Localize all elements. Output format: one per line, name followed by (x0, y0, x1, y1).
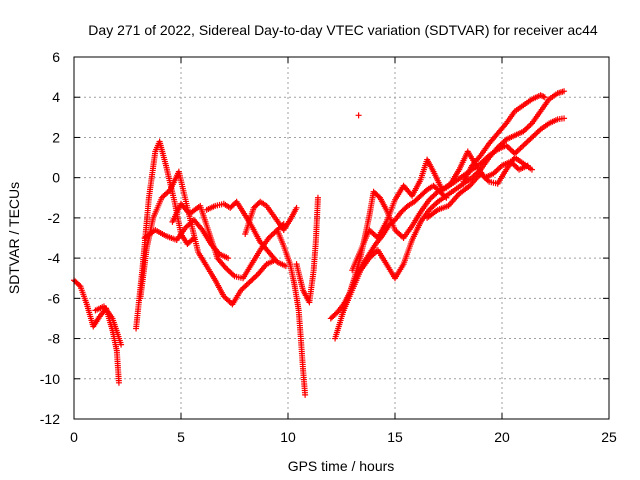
grid (74, 57, 609, 419)
x-tick-label: 5 (177, 429, 185, 445)
x-tick-label: 10 (280, 429, 296, 445)
data-point (293, 204, 300, 211)
y-tick-label: -2 (48, 210, 61, 226)
data-point (561, 88, 568, 95)
y-tick-label: -6 (48, 290, 61, 306)
y-tick-label: -4 (48, 250, 61, 266)
data-point (314, 194, 321, 201)
x-tick-label: 0 (70, 429, 78, 445)
y-tick-label: 6 (52, 49, 60, 65)
data-point (528, 166, 535, 173)
data-point (118, 341, 125, 348)
y-tick-label: -8 (48, 331, 61, 347)
data-point (561, 115, 568, 122)
data-point (115, 379, 122, 386)
x-tick-label: 20 (494, 429, 510, 445)
x-axis-label: GPS time / hours (288, 458, 395, 474)
data-point (76, 282, 83, 289)
plot-frame (73, 56, 610, 420)
y-tick-label: -12 (40, 411, 60, 427)
data-point (355, 112, 362, 119)
x-tick-label: 25 (601, 429, 617, 445)
y-tick-label: 4 (52, 89, 60, 105)
y-tick-label: 2 (52, 129, 60, 145)
data-point (540, 93, 547, 100)
data-point (225, 255, 232, 262)
y-tick-label: -10 (40, 371, 60, 387)
y-tick-label: 0 (52, 170, 60, 186)
plot-area (71, 88, 568, 398)
data-point (541, 94, 548, 101)
data-point (538, 92, 545, 99)
axis-ticks: 0 5 10 15 20 25 -12 -10 -8 -6 -4 -2 0 2 4 6 (40, 49, 617, 445)
y-axis-label: SDTVAR / TECUs (6, 182, 22, 294)
x-tick-label: 15 (387, 429, 403, 445)
data-point (302, 391, 309, 398)
chart-title: Day 271 of 2022, Sidereal Day-to-day VTE… (88, 22, 598, 38)
